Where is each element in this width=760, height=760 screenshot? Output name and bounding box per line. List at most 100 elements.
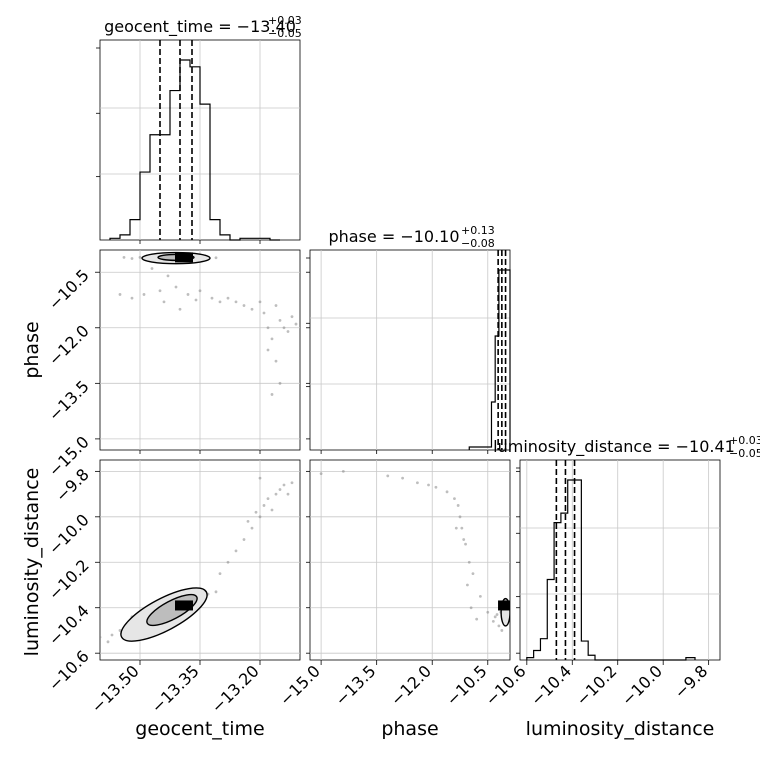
- title-lumdist: luminosity_distance = −10.41: [493, 437, 735, 457]
- ytick-label-luminosity_distance: −10.6: [45, 647, 93, 695]
- scatter-point: [122, 256, 126, 259]
- scatter-point: [290, 315, 294, 319]
- density-core: [175, 252, 193, 263]
- xtick-label-luminosity_distance: −10.2: [572, 661, 620, 709]
- scatter-point: [458, 515, 462, 519]
- scatter-point: [198, 289, 202, 293]
- scatter-point: [138, 256, 142, 259]
- scatter-point: [118, 293, 122, 296]
- scatter-point: [274, 359, 278, 363]
- title-geocent-time-lower: −0.05: [268, 27, 302, 40]
- scatter-point: [250, 307, 254, 311]
- scatter-point: [493, 615, 497, 619]
- scatter-point: [453, 497, 456, 501]
- scatter-point: [434, 485, 438, 489]
- scatter-point: [500, 629, 504, 632]
- ytick-label-phase: −13.5: [45, 377, 93, 425]
- scatter-point: [262, 311, 266, 315]
- xtick-label-luminosity_distance: −10.0: [618, 661, 666, 709]
- scatter-point: [274, 492, 278, 496]
- density-core: [175, 600, 193, 611]
- scatter-point: [460, 526, 464, 530]
- xtick-label-geocent_time: −13.50: [88, 661, 143, 716]
- scatter-point: [262, 504, 266, 507]
- scatter-point: [491, 619, 495, 623]
- scatter-point: [194, 298, 198, 302]
- xlabel-geocent-time: geocent_time: [135, 718, 264, 740]
- hist-step-luminosity_distance: [526, 479, 696, 661]
- xtick-label-luminosity_distance: −9.8: [671, 661, 712, 702]
- xtick-label-luminosity_distance: −10.4: [527, 661, 575, 709]
- scatter-point: [478, 594, 482, 598]
- scatter-point: [427, 483, 430, 487]
- panel-hist-geocent-time: geocent_time = −13.40 +0.03 −0.05: [96, 14, 302, 241]
- scatter-point: [218, 572, 222, 576]
- scatter-point: [210, 296, 214, 300]
- xlabel-lumdist: luminosity_distance: [526, 718, 715, 740]
- scatter-point: [290, 481, 294, 485]
- scatter-point: [266, 326, 270, 330]
- scatter-area-geocent_time-vs-luminosity_distance: [100, 476, 294, 644]
- scatter-point: [226, 296, 230, 300]
- scatter-point: [445, 490, 449, 494]
- scatter-point: [270, 337, 274, 341]
- scatter-point: [174, 285, 178, 289]
- scatter-point: [178, 307, 182, 311]
- ylabel-phase: phase: [21, 321, 43, 378]
- scatter-point: [258, 300, 262, 304]
- xtick-label-geocent_time: −13.20: [208, 661, 263, 716]
- scatter-point: [250, 526, 254, 530]
- scatter-point: [475, 617, 479, 621]
- scatter-point: [462, 538, 466, 541]
- scatter-point: [234, 549, 238, 553]
- scatter-point: [166, 274, 170, 278]
- ytick-label-luminosity_distance: −10.4: [45, 601, 93, 649]
- scatter-point: [218, 300, 222, 304]
- title-lumdist-upper: +0.03: [729, 434, 760, 447]
- panel-scatter-geocent-vs-phase: [99, 249, 301, 451]
- panel-scatter-geocent-vs-lumdist: [99, 459, 301, 661]
- ytick-label-phase: −10.5: [45, 266, 93, 314]
- scatter-point: [471, 572, 475, 576]
- scatter-point: [142, 293, 146, 296]
- scatter-point: [282, 326, 286, 330]
- scatter-point: [270, 393, 274, 396]
- scatter-point: [186, 293, 190, 296]
- scatter-point: [150, 267, 154, 270]
- scatter-area-geocent_time-vs-phase: [118, 251, 298, 396]
- scatter-point: [286, 492, 290, 496]
- scatter-point: [341, 469, 345, 473]
- scatter-point: [294, 322, 298, 326]
- scatter-point: [100, 635, 102, 639]
- scatter-point: [266, 497, 270, 501]
- scatter-point: [130, 296, 134, 300]
- scatter-point: [162, 300, 166, 304]
- ytick-label-phase: −12.0: [45, 321, 93, 369]
- ytick-label-luminosity_distance: −10.2: [45, 556, 93, 604]
- scatter-point: [278, 488, 282, 491]
- xtick-label-phase: −12.0: [387, 661, 435, 709]
- scatter-point: [214, 256, 218, 260]
- scatter-point: [495, 613, 499, 616]
- panel-hist-phase: phase = −10.10 +0.13 −0.08: [306, 224, 511, 451]
- title-geocent-time: geocent_time = −13.40: [104, 17, 296, 37]
- scatter-point: [454, 526, 458, 530]
- ylabel-lumdist: luminosity_distance: [21, 468, 43, 657]
- scatter-point: [226, 560, 230, 564]
- scatter-point: [274, 304, 278, 307]
- scatter-point: [258, 515, 262, 519]
- scatter-point: [386, 474, 390, 478]
- panel-hist-lumdist: luminosity_distance = −10.41 +0.03 −0.05: [493, 434, 760, 661]
- scatter-point: [254, 510, 258, 514]
- panel-scatter-phase-vs-lumdist: [309, 459, 511, 661]
- xtick-label-phase: −15.0: [276, 661, 324, 709]
- scatter-point: [258, 476, 262, 480]
- scatter-point: [278, 381, 282, 385]
- scatter-point: [469, 606, 473, 610]
- xtick-label-phase: −13.5: [331, 661, 379, 709]
- scatter-point: [319, 472, 323, 476]
- scatter-point: [246, 519, 250, 523]
- scatter-point: [266, 348, 270, 352]
- scatter-point: [130, 257, 134, 260]
- scatter-point: [234, 300, 238, 304]
